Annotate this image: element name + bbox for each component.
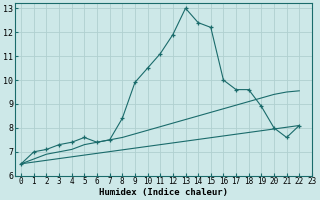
X-axis label: Humidex (Indice chaleur): Humidex (Indice chaleur) — [99, 188, 228, 197]
